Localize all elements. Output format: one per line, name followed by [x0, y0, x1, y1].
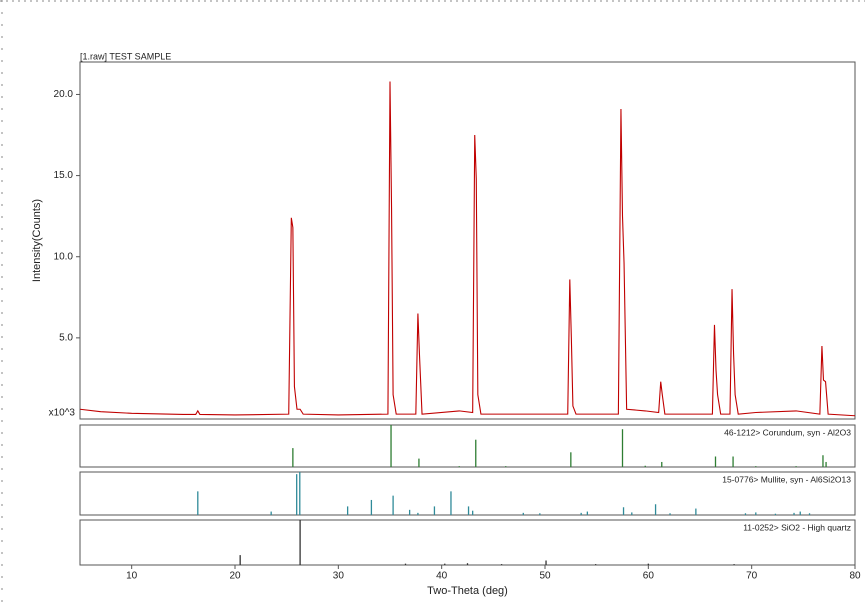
x-tick-label: 30 — [333, 571, 345, 582]
y-axis-label: Intensity(Counts) — [31, 199, 43, 282]
panel-frame — [79, 424, 856, 468]
y-tick-label: 15.0 — [54, 170, 74, 181]
panel-frame — [79, 519, 856, 566]
x-tick-label: 20 — [229, 571, 241, 582]
plot-frame — [79, 61, 856, 420]
chart-title: [1.raw] TEST SAMPLE — [80, 51, 171, 61]
panel-frame — [79, 471, 856, 516]
x-tick-label: 70 — [746, 571, 758, 582]
x-tick-label: 40 — [436, 571, 448, 582]
x-tick-label: 50 — [539, 571, 551, 582]
reference-label: 15-0776> Mullite, syn - Al6Si2O13 — [722, 474, 851, 484]
x-tick-label: 10 — [126, 571, 138, 582]
y-multiplier-label: x10^3 — [49, 408, 76, 419]
y-tick-label: 20.0 — [54, 89, 74, 100]
diffraction-line — [79, 81, 856, 417]
x-tick-label: 60 — [643, 571, 655, 582]
reference-label: 46-1212> Corundum, syn - Al2O3 — [724, 427, 851, 437]
y-tick-label: 5.0 — [59, 333, 73, 344]
reference-label: 11-0252> SiO2 - High quartz — [743, 522, 851, 532]
y-tick-label: 10.0 — [54, 251, 74, 262]
x-tick-label: 80 — [849, 571, 861, 582]
x-axis-label: Two-Theta (deg) — [427, 585, 508, 597]
